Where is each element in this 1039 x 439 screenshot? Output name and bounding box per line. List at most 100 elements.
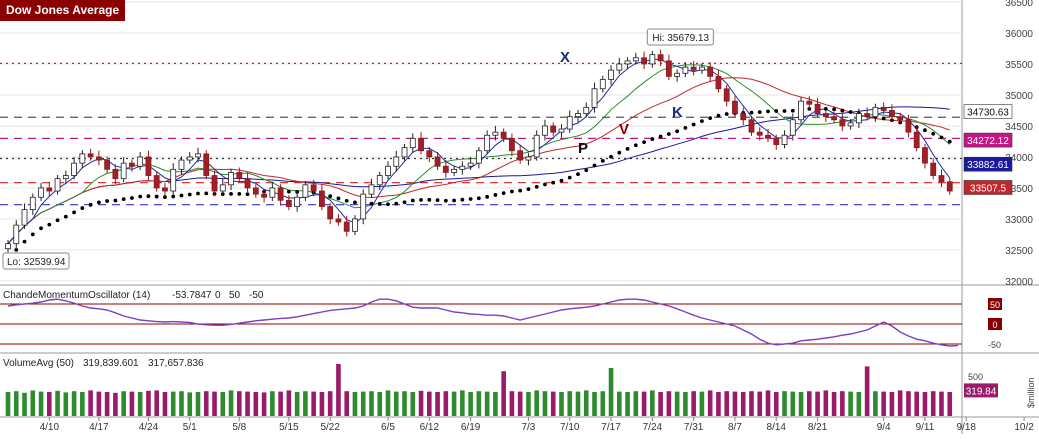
ma-dotted-point: [55, 218, 60, 223]
candle-down: [756, 131, 763, 136]
ma-dotted-point: [196, 191, 200, 196]
candle-down: [748, 119, 755, 133]
ma-dotted-point: [229, 192, 233, 196]
candle-down: [310, 184, 317, 192]
candle-down: [723, 88, 730, 102]
ma-dotted-point: [80, 206, 85, 210]
candle-up: [352, 218, 358, 232]
volume-bar: [113, 392, 118, 416]
candle-down: [343, 221, 350, 232]
ma-dotted-point: [336, 196, 341, 201]
candle-up: [699, 66, 705, 71]
value-badge: [963, 132, 1013, 148]
volume-bar: [501, 371, 506, 416]
candle-down: [418, 137, 424, 152]
candle-up: [533, 134, 540, 158]
volume-bar: [856, 392, 862, 416]
x-tick-label: 9/4: [877, 422, 891, 433]
candle-up: [781, 134, 788, 145]
volume-badge: [964, 383, 998, 398]
ma-dotted-point: [666, 132, 671, 136]
candle-down: [244, 178, 251, 189]
ma-dotted-point: [493, 193, 498, 197]
volume-bar: [402, 391, 407, 416]
ma-dotted-point: [88, 202, 93, 207]
candle-up: [294, 196, 301, 207]
candle-down: [145, 156, 152, 176]
ma-dotted-point: [658, 134, 663, 139]
candle-up: [21, 209, 28, 226]
volume-bar: [195, 392, 201, 416]
ma-dotted-point: [947, 139, 952, 144]
ma-dotted-point: [832, 107, 836, 112]
candle-down: [203, 153, 210, 176]
volume-bar: [80, 392, 85, 416]
ma-dotted-point: [551, 180, 556, 185]
ma-dotted-point: [790, 108, 795, 113]
volume-bar: [377, 392, 383, 416]
value-badge: [963, 180, 1013, 195]
volume-bar: [947, 392, 953, 416]
x-tick-label: 7/3: [521, 422, 535, 433]
volume-bar: [96, 391, 102, 416]
candle-down: [765, 134, 771, 139]
volume-bar: [798, 392, 804, 416]
x-tick-label: 6/5: [381, 422, 395, 433]
candle-up: [302, 184, 309, 198]
volume-bar: [104, 392, 110, 416]
ma-dotted-point: [518, 188, 523, 193]
candle-up: [195, 153, 201, 158]
candle-down: [864, 113, 871, 118]
cmo-level-label-0: 0: [215, 290, 221, 301]
cmo-label: ChandeMomentumOscillator (14): [3, 290, 150, 301]
price-tick-label: 32500: [1005, 246, 1033, 257]
volume-bar: [253, 392, 259, 416]
volume-bar: [336, 364, 341, 416]
price-tick-label: 35500: [1005, 60, 1033, 71]
candle-up: [137, 156, 144, 167]
candle-down: [897, 116, 904, 121]
value-badge: [963, 104, 1013, 119]
x-tick-label: 9/18: [957, 422, 977, 433]
ma-dotted-point: [237, 192, 242, 196]
candle-up: [120, 162, 127, 180]
value-badge-label: 33507.5: [970, 183, 1007, 194]
volume-badge-label: 319.84: [966, 386, 997, 397]
ma-dotted-point: [534, 184, 539, 189]
cmo-level-badge-label: 0: [992, 320, 997, 330]
volume-bar: [922, 392, 928, 416]
volume-bar: [261, 392, 267, 416]
volume-axis-tick: 500: [968, 372, 983, 382]
lo-label-box: [2, 252, 70, 270]
value-badge-label: 33882.61: [967, 160, 1009, 171]
x-tick-label: 7/24: [643, 422, 663, 433]
volume-bar: [625, 392, 630, 416]
volume-bar: [600, 391, 606, 416]
cmo-value: -53.7847: [172, 290, 212, 301]
volume-bar: [369, 391, 374, 416]
candle-down: [112, 168, 119, 180]
ma-dotted-point: [848, 110, 853, 114]
volume-bar: [914, 391, 919, 416]
volume-bar: [567, 391, 573, 416]
volume-bar: [137, 392, 143, 416]
volume-bar: [13, 391, 19, 416]
candle-up: [624, 60, 631, 65]
volume-bar: [460, 390, 465, 416]
candle-up: [649, 54, 656, 65]
volume-bar: [534, 390, 539, 416]
candle-up: [583, 106, 590, 114]
candle-up: [401, 147, 408, 158]
x-tick-label: 7/17: [601, 422, 621, 433]
volume-bar: [823, 390, 829, 416]
candle-down: [162, 187, 168, 192]
x-tick-label: 8/14: [767, 422, 787, 433]
candle-down: [426, 150, 433, 158]
hi-label: Hi: 35679.13: [652, 33, 709, 44]
volume-bar: [30, 390, 36, 416]
candle-down: [665, 60, 672, 77]
volume-bar: [319, 392, 325, 416]
cmo-level-axis-label: -50: [988, 340, 1001, 350]
volume-bar: [592, 392, 597, 416]
cmo-level-badge: [988, 298, 1002, 310]
